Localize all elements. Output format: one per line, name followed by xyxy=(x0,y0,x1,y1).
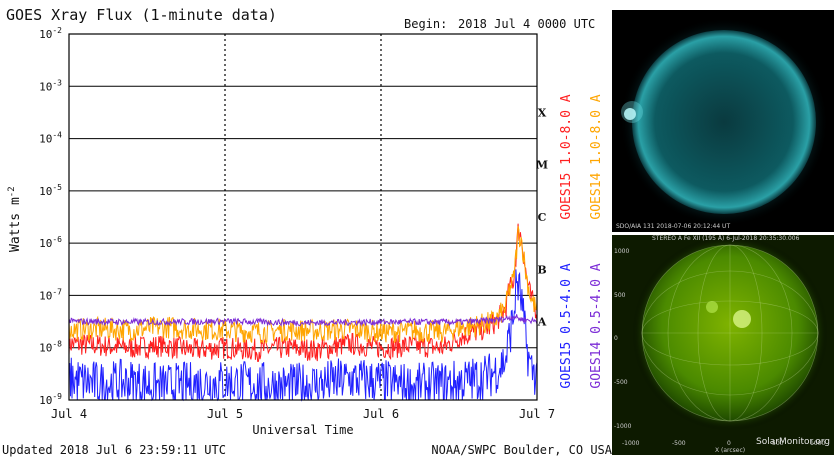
stereo-x-tick-1: -500 xyxy=(672,440,686,447)
stereo-y-tick-0: 1000 xyxy=(614,248,630,255)
x-axis-label: Universal Time xyxy=(252,423,353,437)
x-tick-label-1: Jul 5 xyxy=(207,407,243,421)
y-tick-mantissa-0: 10 xyxy=(39,394,52,407)
sun-stereo-195-disk xyxy=(612,235,834,455)
y-tick-mantissa-1: 10 xyxy=(39,342,52,355)
y-tick-labels: 10-910-810-710-610-510-410-310-2 xyxy=(39,26,62,407)
y-axis-label-superscript: -2 xyxy=(7,186,17,197)
stereo-x-tick-3: 500 xyxy=(772,440,784,447)
y-tick-mantissa-7: 10 xyxy=(39,28,52,41)
y-tick-mantissa-3: 10 xyxy=(39,237,52,250)
y-tick-label-0: 10-9 xyxy=(39,392,62,407)
stereo-euvi-image: STEREO A Fe XII (195 Å) 6-Jul-2018 20:35… xyxy=(612,235,834,455)
legend-bottom-item-1: GOES14 0.5-4.0 A xyxy=(589,263,604,388)
legend-top: GOES15 1.0-8.0 A GOES14 1.0-8.0 A xyxy=(559,94,604,219)
flare-class-M: M xyxy=(536,159,548,172)
legend-bottom-item-0: GOES15 0.5-4.0 A xyxy=(559,263,574,388)
stereo-caption: STEREO A Fe XII (195 Å) 6-Jul-2018 20:35… xyxy=(652,235,800,242)
y-tick-mantissa-4: 10 xyxy=(39,185,52,198)
y-tick-label-7: 10-2 xyxy=(39,26,62,41)
stereo-y-tick-3: -500 xyxy=(614,379,628,386)
y-tick-exponent-1: -8 xyxy=(52,340,62,349)
flare-class-X: X xyxy=(538,106,547,119)
series-line-2 xyxy=(68,269,538,402)
y-tick-exponent-6: -3 xyxy=(52,78,62,87)
y-tick-label-6: 10-3 xyxy=(39,78,62,93)
x-tick-label-3: Jul 7 xyxy=(519,407,555,421)
begin-value: 2018 Jul 4 0000 UTC xyxy=(458,17,595,31)
y-tick-exponent-7: -2 xyxy=(52,26,62,35)
y-axis-label-text: Watts m xyxy=(8,197,23,252)
legend-top-item-0: GOES15 1.0-8.0 A xyxy=(559,94,574,219)
y-tick-exponent-0: -9 xyxy=(52,392,62,401)
y-tick-label-1: 10-8 xyxy=(39,340,62,355)
y-tick-mantissa-6: 10 xyxy=(39,80,52,93)
stereo-y-tick-4: -1000 xyxy=(614,423,632,430)
goes-xray-chart: GOES Xray Flux (1-minute data) Begin: 20… xyxy=(2,6,612,457)
chart-title: GOES Xray Flux (1-minute data) xyxy=(6,6,277,24)
x-tick-label-2: Jul 6 xyxy=(363,407,399,421)
sun-aia131-disk xyxy=(620,18,828,226)
begin-label: Begin: xyxy=(404,17,447,31)
stereo-y-tick-1: 500 xyxy=(614,292,626,299)
flare-class-C: C xyxy=(538,211,547,224)
y-tick-exponent-3: -6 xyxy=(52,235,62,244)
updated-text: Updated 2018 Jul 6 23:59:11 UTC xyxy=(2,443,226,457)
y-tick-label-2: 10-7 xyxy=(39,287,62,302)
legend-bottom: GOES15 0.5-4.0 A GOES14 0.5-4.0 A xyxy=(559,263,604,388)
y-tick-label-3: 10-6 xyxy=(39,235,62,250)
sdo-caption: SDO/AIA 131 2018-07-06 20:12:44 UT xyxy=(616,223,731,230)
flare-class-labels: X M C B A xyxy=(536,106,548,328)
credit-text: NOAA/SWPC Boulder, CO USA xyxy=(431,443,612,457)
series-line-0 xyxy=(68,223,538,362)
plot-frame xyxy=(68,33,538,401)
x-tick-labels: Jul 4 Jul 5 Jul 6 Jul 7 xyxy=(51,407,555,421)
grid xyxy=(69,33,537,401)
y-tick-exponent-4: -5 xyxy=(52,183,62,192)
stereo-x-tick-4: 1000 xyxy=(810,440,826,447)
legend-top-item-1: GOES14 1.0-8.0 A xyxy=(589,94,604,219)
y-tick-mantissa-5: 10 xyxy=(39,133,52,146)
stereo-y-tick-2: 0 xyxy=(614,335,618,342)
y-tick-exponent-2: -7 xyxy=(52,287,62,296)
y-axis-label: Watts m-2 xyxy=(7,186,23,252)
stereo-x-tick-0: -1000 xyxy=(622,440,640,447)
stereo-axis-label: X (arcsec) xyxy=(715,447,746,454)
y-tick-mantissa-2: 10 xyxy=(39,289,52,302)
sdo-aia-image: SDO/AIA 131 2018-07-06 20:12:44 UT xyxy=(612,10,834,232)
series-lines xyxy=(68,223,538,402)
y-tick-label-5: 10-4 xyxy=(39,131,62,146)
series-line-1 xyxy=(68,226,538,345)
stereo-x-tick-2: 0 xyxy=(727,440,731,447)
flare-class-B: B xyxy=(537,263,546,276)
y-tick-label-4: 10-5 xyxy=(39,183,62,198)
x-tick-label-0: Jul 4 xyxy=(51,407,87,421)
y-tick-exponent-5: -4 xyxy=(52,131,62,140)
solarmonitor-watermark: SolarMonitor.org xyxy=(756,437,830,447)
flare-class-A: A xyxy=(537,316,547,329)
series-line-3 xyxy=(68,314,538,328)
